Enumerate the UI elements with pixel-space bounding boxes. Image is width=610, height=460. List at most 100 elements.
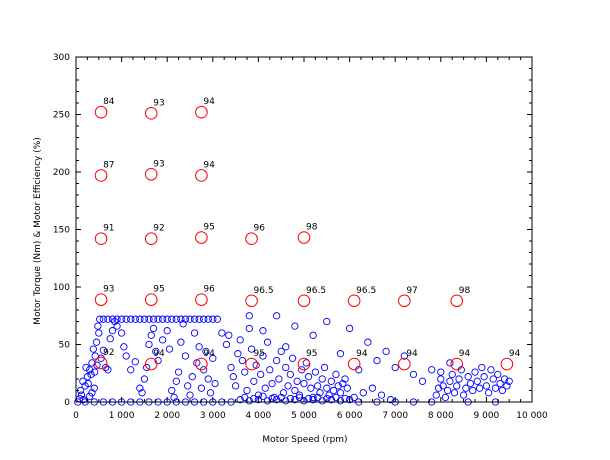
operating-point (181, 352, 190, 360)
operating-point (266, 366, 274, 374)
operating-point (206, 389, 215, 397)
operating-point (339, 379, 347, 388)
efficiency-point (297, 231, 311, 244)
efficiency-point (195, 105, 208, 119)
operating-point (332, 370, 340, 379)
efficiency-point (398, 357, 411, 371)
efficiency-point (398, 294, 411, 308)
efficiency-label: 95 (153, 285, 164, 295)
operating-point (332, 393, 340, 402)
operating-point (231, 382, 240, 390)
operating-point (455, 375, 463, 383)
operating-point (154, 356, 162, 365)
operating-point (350, 393, 358, 402)
efficiency-label: 94 (509, 349, 521, 359)
operating-point (279, 389, 288, 397)
operating-point (186, 391, 194, 399)
operating-point (149, 315, 158, 323)
operating-point (475, 384, 484, 392)
operating-point (234, 350, 242, 358)
operating-point (318, 375, 326, 383)
operating-point (140, 375, 149, 383)
operating-point (136, 384, 144, 392)
operating-point (307, 384, 315, 392)
efficiency-label: 96 (254, 224, 266, 234)
operating-point (136, 315, 144, 323)
operating-point (79, 396, 87, 404)
efficiency-label: 98 (306, 223, 318, 233)
operating-point (295, 391, 304, 399)
operating-point (391, 363, 399, 372)
x-tick-label: 2 000 (154, 411, 180, 421)
operating-point (99, 315, 108, 323)
operating-point (165, 345, 174, 353)
efficiency-label: 94 (459, 349, 471, 359)
y-tick-label: 150 (53, 226, 70, 236)
efficiency-label: 95 (203, 223, 214, 233)
x-tick-label: 10 000 (516, 411, 548, 421)
operating-point (211, 379, 219, 388)
operating-point (443, 386, 452, 395)
x-tick-label: 8 000 (428, 411, 454, 421)
efficiency-point (94, 232, 108, 245)
operating-point (84, 379, 92, 388)
operating-point (336, 397, 345, 405)
operating-point (172, 315, 180, 323)
operating-point (209, 354, 217, 362)
efficiency-point (144, 357, 158, 371)
operating-point (446, 359, 454, 367)
operating-point (193, 359, 201, 367)
operating-point (88, 389, 96, 397)
operating-point (247, 345, 256, 353)
operating-point (364, 338, 372, 346)
operating-point (106, 335, 114, 343)
operating-point (432, 391, 440, 399)
efficiency-point (144, 168, 158, 181)
efficiency-label: 84 (103, 97, 115, 107)
operating-point (323, 384, 331, 392)
operating-point (441, 393, 450, 402)
operating-point (329, 386, 338, 395)
operating-point (446, 377, 454, 385)
efficiency-point (195, 357, 208, 371)
operating-point (288, 354, 297, 362)
efficiency-point (94, 105, 108, 119)
operating-point (336, 389, 345, 397)
operating-point (336, 350, 345, 358)
operating-point (158, 315, 167, 323)
operating-point (272, 312, 281, 320)
operating-point (172, 377, 180, 385)
efficiency-label: 95 (254, 349, 265, 359)
operating-point (316, 389, 324, 397)
efficiency-point (450, 294, 464, 308)
axes: 0 1 000 2 000 3 000 4 000 5 000 6 000 7 000 8 00… (53, 53, 548, 421)
operating-point (99, 346, 108, 354)
operating-point (113, 315, 121, 323)
x-tick-label: 7 000 (382, 411, 408, 421)
operating-point (127, 366, 135, 374)
efficiency-point (195, 169, 208, 182)
operating-point (272, 356, 281, 365)
operating-point (284, 382, 292, 390)
operating-point (503, 382, 511, 390)
operating-point (434, 384, 443, 392)
operating-point (250, 377, 258, 385)
efficiency-label: 94 (356, 349, 368, 359)
efficiency-point (94, 169, 108, 182)
operating-point (147, 331, 155, 339)
operating-point (268, 379, 276, 388)
operating-point (117, 329, 126, 337)
operating-point (323, 317, 331, 326)
efficiency-point (144, 293, 158, 306)
operating-point (437, 368, 445, 376)
operating-point (304, 373, 313, 381)
operating-point (254, 396, 263, 404)
operating-point (498, 386, 507, 395)
operating-point (143, 363, 151, 372)
operating-point (309, 396, 317, 404)
operating-point (487, 366, 495, 374)
operating-point (469, 386, 477, 395)
operating-point (345, 324, 354, 333)
operating-point (309, 393, 317, 402)
operating-point (222, 340, 231, 349)
